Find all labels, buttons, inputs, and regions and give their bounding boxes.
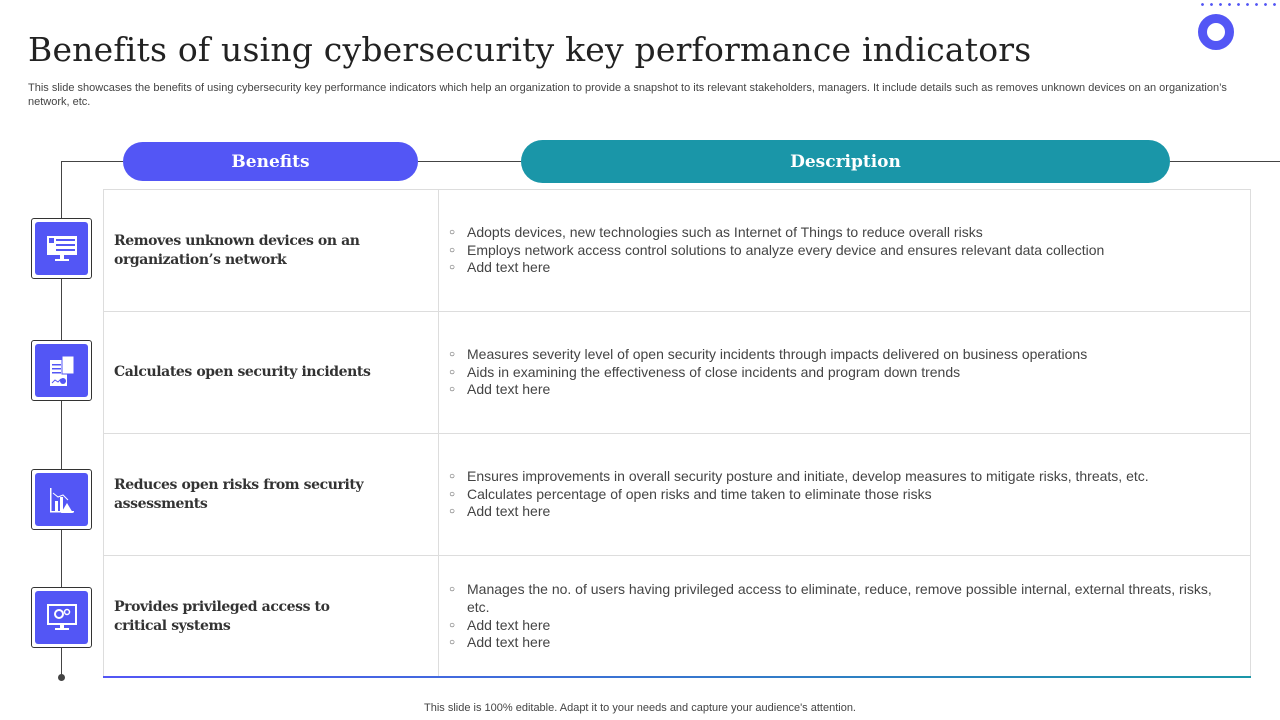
decorative-ring	[1198, 14, 1234, 50]
benefit-cell: Removes unknown devices on an organizati…	[104, 190, 439, 311]
connector-line	[418, 161, 521, 162]
bullet-circle-icon: ○	[449, 262, 456, 274]
description-cell: ○ Ensures improvements in overall securit…	[439, 434, 1250, 555]
bullet-circle-icon: ○	[449, 488, 456, 500]
settings-monitor-icon	[35, 591, 88, 644]
bullet-item: ○ Add text here	[449, 503, 1220, 521]
table-row: Reduces open risks from security assessm…	[104, 434, 1250, 556]
report-calculator-icon	[35, 344, 88, 397]
icon-box	[31, 469, 92, 530]
benefit-cell: Provides privileged access to critical s…	[104, 556, 439, 677]
bullet-item: ○ Adopts devices, new technologies such a…	[449, 224, 1220, 242]
bullet-text: Aids in examining the effectiveness of c…	[467, 363, 961, 380]
decorative-dots	[1198, 0, 1280, 10]
bullet-item: ○ Measures severity level of open securit…	[449, 346, 1220, 364]
bullet-text: Calculates percentage of open risks and …	[467, 485, 932, 502]
icon-box	[31, 340, 92, 401]
bullet-circle-icon: ○	[449, 366, 456, 378]
bullet-text: Employs network access control solutions…	[467, 241, 1105, 258]
bullet-text: Ensures improvements in overall security…	[467, 467, 1149, 484]
timeline-line	[61, 161, 62, 677]
bullet-circle-icon: ○	[449, 226, 456, 238]
bullet-text: Add text here	[467, 259, 551, 276]
bullet-item: ○ Manages the no. of users having privile…	[449, 581, 1220, 616]
bullet-text: Add text here	[467, 381, 551, 398]
bullet-item: ○ Calculates percentage of open risks and…	[449, 486, 1220, 504]
risk-chart-icon	[35, 473, 88, 526]
bullet-circle-icon: ○	[449, 384, 456, 396]
monitor-icon	[35, 222, 88, 275]
footer-note: This slide is 100% editable. Adapt it to…	[424, 702, 856, 714]
bullet-circle-icon: ○	[449, 470, 456, 482]
page-title: Benefits of using cybersecurity key perf…	[28, 30, 1032, 69]
icon-box	[31, 587, 92, 648]
bullet-item: ○ Add text here	[449, 259, 1220, 277]
benefit-cell: Calculates open security incidents	[104, 312, 439, 433]
table-row: Calculates open security incidents ○ Measu…	[104, 312, 1250, 434]
page-subtitle: This slide showcases the benefits of usi…	[28, 82, 1227, 108]
bullet-text: Adopts devices, new technologies such as…	[467, 223, 983, 240]
connector-line	[61, 161, 123, 162]
bullet-text: Measures severity level of open security…	[467, 345, 1088, 362]
bullet-item: ○ Add text here	[449, 634, 1220, 652]
bullet-circle-icon: ○	[449, 506, 456, 518]
bullet-item: ○ Employs network access control solution…	[449, 242, 1220, 260]
connector-line	[1170, 161, 1280, 162]
benefits-table: Removes unknown devices on an organizati…	[103, 189, 1251, 678]
description-cell: ○ Adopts devices, new technologies such a…	[439, 190, 1250, 311]
table-bottom-line	[103, 676, 1251, 678]
description-header: Description	[521, 140, 1170, 183]
bullet-circle-icon: ○	[449, 348, 456, 360]
benefit-text: Removes unknown devices on an organizati…	[114, 232, 360, 268]
icon-box	[31, 218, 92, 279]
bullet-text: Add text here	[467, 503, 551, 520]
bullet-text: Add text here	[467, 616, 551, 633]
bullet-item: ○ Add text here	[449, 617, 1220, 635]
benefits-header: Benefits	[123, 142, 418, 181]
bullet-circle-icon: ○	[449, 619, 456, 631]
table-row: Provides privileged access to critical s…	[104, 556, 1250, 678]
bullet-circle-icon: ○	[449, 637, 456, 649]
timeline-end-dot	[58, 674, 65, 681]
bullet-item: ○ Ensures improvements in overall securit…	[449, 468, 1220, 486]
benefit-cell: Reduces open risks from security assessm…	[104, 434, 439, 555]
bullet-circle-icon: ○	[449, 584, 456, 596]
description-cell: ○ Measures severity level of open securit…	[439, 312, 1250, 433]
bullet-circle-icon: ○	[449, 244, 456, 256]
description-cell: ○ Manages the no. of users having privile…	[439, 556, 1250, 677]
benefit-text: Reduces open risks from security assessm…	[114, 476, 364, 512]
bullet-text: Add text here	[467, 634, 551, 651]
bullet-item: ○ Aids in examining the effectiveness of …	[449, 364, 1220, 382]
bullet-item: ○ Add text here	[449, 381, 1220, 399]
benefit-text: Calculates open security incidents	[114, 364, 371, 380]
benefit-text: Provides privileged access to critical s…	[114, 598, 330, 634]
bullet-text: Manages the no. of users having privileg…	[467, 581, 1212, 615]
table-row: Removes unknown devices on an organizati…	[104, 190, 1250, 312]
